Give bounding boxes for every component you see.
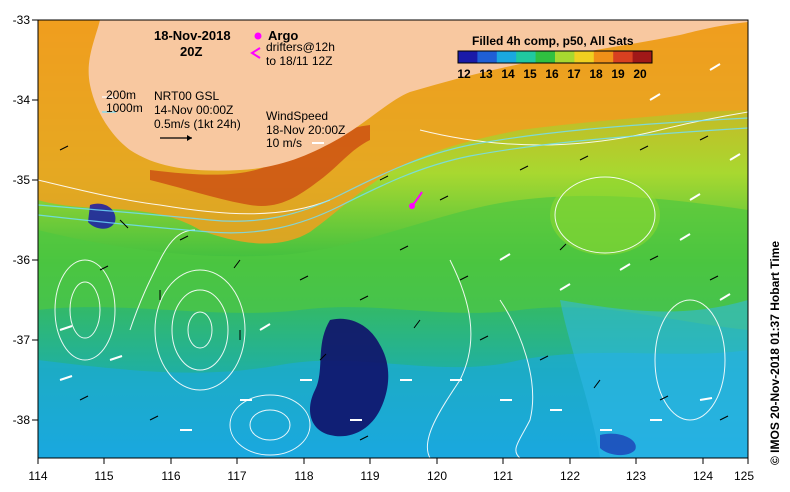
colorbar-labels: 12 13 14 15 16 17 18 19 20 — [457, 67, 647, 81]
map-hour: 20Z — [180, 44, 202, 59]
plot-frame — [37, 19, 749, 459]
deep-blue-patch — [310, 318, 389, 437]
y-tick-label: -36 — [13, 253, 31, 267]
eddy — [550, 175, 660, 255]
colorbar-tick-label: 12 — [457, 67, 471, 81]
wind-key: WindSpeed 18-Nov 20:00Z 10 m/s — [266, 109, 345, 150]
colorbar-swatch — [516, 51, 537, 63]
colorbar-tick-label: 13 — [479, 67, 493, 81]
colorbar-swatch — [593, 51, 614, 63]
y-ticks — [32, 19, 38, 421]
colorbar-frame — [457, 50, 653, 64]
colorbar-tick-label: 16 — [545, 67, 559, 81]
colorbar-tick-label: 18 — [589, 67, 603, 81]
x-tick-label: 118 — [294, 469, 313, 483]
x-ticks — [37, 458, 749, 464]
wind-title-label: WindSpeed — [266, 109, 328, 123]
colorbar-swatch — [632, 51, 653, 63]
wind-scale-label: 10 m/s — [266, 136, 302, 150]
ssh-contours — [38, 111, 748, 458]
x-tick-label: 116 — [161, 469, 180, 483]
argo-marker-icon — [254, 32, 262, 40]
x-tick-label: 122 — [560, 469, 580, 483]
current-time-label: 14-Nov 00:00Z — [154, 103, 233, 117]
blue-right-lobe — [560, 300, 748, 458]
isobaths — [38, 117, 748, 234]
blue-offshore-waters — [38, 350, 748, 458]
wind-vectors — [59, 63, 741, 431]
isobath-200-label: 200m — [106, 88, 136, 102]
y-tick-label: -38 — [13, 413, 31, 427]
colorbar-tick-label: 15 — [523, 67, 537, 81]
colorbar-tick-label: 20 — [633, 67, 647, 81]
colorbar-swatches — [457, 50, 653, 64]
current-source-label: NRT00 GSL — [154, 89, 219, 103]
plot-area — [38, 20, 748, 458]
colorbar-swatch — [574, 51, 595, 63]
x-tick-label: 121 — [493, 469, 513, 483]
colorbar-tick-label: 19 — [611, 67, 625, 81]
y-tick-label: -37 — [13, 333, 31, 347]
x-tick-label: 119 — [360, 469, 379, 483]
colorbar-swatch — [535, 51, 556, 63]
x-tick-label: 117 — [227, 469, 246, 483]
x-tick-label: 114 — [28, 469, 47, 483]
drifters-label-1: drifters@12h — [266, 40, 335, 54]
isobath-1000-label: 1000m — [106, 101, 143, 115]
colorbar-title: Filled 4h comp, p50, All Sats — [472, 34, 634, 48]
wind-time-label: 18-Nov 20:00Z — [266, 123, 345, 137]
colorbar-swatch — [613, 51, 634, 63]
y-tick-label: -34 — [13, 93, 31, 107]
drifter-track — [409, 191, 423, 209]
current-vectors — [59, 135, 729, 441]
y-tick-label: -35 — [13, 173, 31, 187]
x-tick-label: 124 — [693, 469, 713, 483]
colorbar-tick-label: 14 — [501, 67, 515, 81]
drifters-label-2: to 18/11 12Z — [266, 54, 333, 68]
x-tick-label: 123 — [626, 469, 646, 483]
colorbar-swatch — [496, 51, 517, 63]
map-date: 18-Nov-2018 — [154, 28, 231, 43]
x-tick-label: 115 — [94, 469, 113, 483]
current-scale-label: 0.5m/s (1kt 24h) — [154, 117, 241, 131]
x-tick-label: 120 — [427, 469, 447, 483]
colorbar-swatch — [477, 51, 498, 63]
deep-blue-patch-3 — [600, 433, 636, 456]
land — [38, 20, 748, 171]
x-tick-label: 125 — [734, 469, 754, 483]
colorbar: Filled 4h comp, p50, All Sats 12 13 14 15 16… — [457, 34, 653, 81]
argo-legend: Argo drifters@12h to 18/11 12Z — [250, 28, 335, 68]
colorbar-tick-label: 17 — [567, 67, 581, 81]
colorbar-swatch — [458, 51, 478, 63]
current-key: 200m 1000m NRT00 GSL 14-Nov 00:00Z 0.5m/… — [102, 88, 241, 141]
colorbar-swatch — [555, 51, 575, 63]
drifter-marker-icon — [250, 47, 261, 59]
argo-label: Argo — [268, 28, 298, 43]
y-tick-label: -33 — [13, 13, 31, 27]
imos-credit: © IMOS 20-Nov-2018 01:37 Hobart Time — [768, 241, 782, 465]
